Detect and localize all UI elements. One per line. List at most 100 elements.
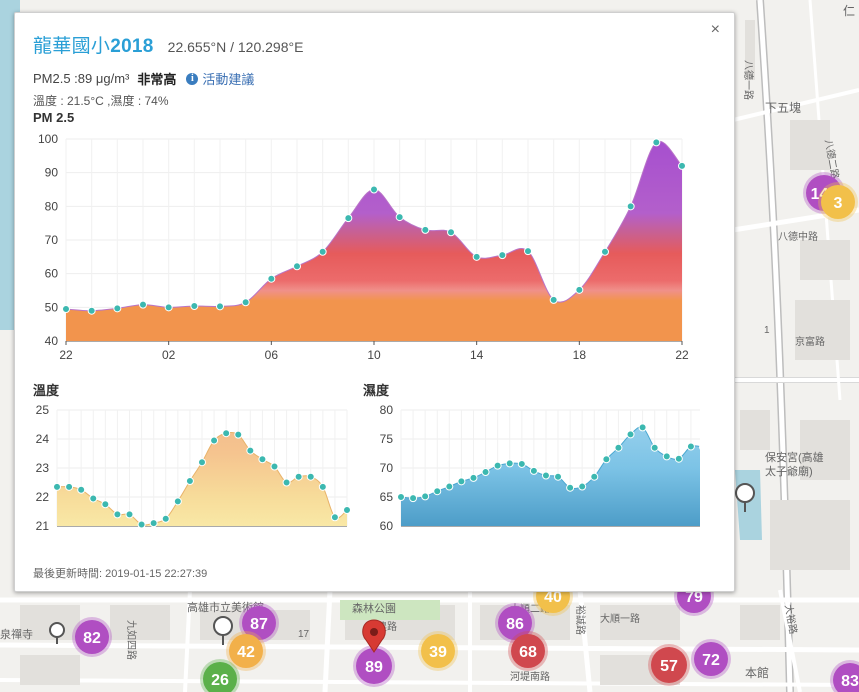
data-point[interactable] (137, 520, 146, 529)
data-point[interactable] (125, 510, 134, 519)
data-point[interactable] (445, 482, 454, 491)
data-point[interactable] (246, 446, 255, 455)
camera-marker-icon[interactable] (213, 616, 233, 645)
data-point[interactable] (409, 494, 418, 503)
data-point[interactable] (549, 295, 558, 304)
data-point[interactable] (626, 202, 635, 211)
data-point[interactable] (149, 519, 158, 528)
camera-marker-icon[interactable] (49, 622, 65, 644)
data-point[interactable] (190, 301, 199, 310)
aqi-cluster-marker[interactable]: 87 (239, 603, 279, 643)
data-point[interactable] (498, 251, 507, 260)
data-point[interactable] (101, 500, 110, 509)
data-point[interactable] (294, 472, 303, 481)
data-point[interactable] (578, 482, 587, 491)
data-point[interactable] (554, 472, 563, 481)
data-point[interactable] (65, 482, 74, 491)
data-point[interactable] (566, 483, 575, 492)
x-tick-label: 10 (367, 348, 381, 362)
data-point[interactable] (216, 302, 224, 311)
aqi-cluster-marker[interactable]: 72 (691, 639, 731, 679)
camera-marker-icon[interactable] (735, 483, 755, 512)
data-point[interactable] (481, 468, 490, 477)
data-point[interactable] (457, 477, 466, 486)
data-point[interactable] (258, 455, 267, 464)
data-point[interactable] (330, 513, 339, 522)
data-point[interactable] (472, 252, 481, 261)
map-label: 保安宮(高雄 (765, 450, 824, 464)
data-point[interactable] (602, 455, 611, 464)
data-point[interactable] (517, 459, 526, 468)
data-point[interactable] (234, 430, 243, 439)
data-point[interactable] (370, 185, 378, 194)
data-point[interactable] (282, 478, 291, 487)
data-point[interactable] (575, 285, 584, 294)
activity-advice-link[interactable]: 活動建議 (202, 72, 255, 87)
aqi-cluster-marker[interactable]: 68 (508, 631, 548, 671)
selected-location-marker-icon[interactable] (362, 619, 386, 653)
data-point[interactable] (306, 472, 315, 481)
data-point[interactable] (210, 436, 219, 445)
data-point[interactable] (674, 454, 683, 463)
data-point[interactable] (185, 477, 194, 486)
aqi-cluster-marker[interactable]: 3 (818, 182, 858, 222)
data-point[interactable] (77, 485, 86, 494)
data-point[interactable] (198, 458, 206, 467)
data-point[interactable] (686, 442, 695, 451)
data-point[interactable] (421, 492, 430, 501)
aqi-cluster-marker[interactable]: 83 (830, 660, 859, 692)
data-point[interactable] (699, 444, 701, 451)
data-point[interactable] (614, 443, 623, 452)
data-point[interactable] (161, 514, 170, 523)
data-point[interactable] (293, 262, 301, 271)
data-point[interactable] (139, 300, 147, 309)
data-point[interactable] (344, 214, 353, 223)
data-point[interactable] (173, 497, 182, 506)
data-point[interactable] (505, 459, 514, 468)
data-point[interactable] (318, 247, 327, 256)
info-icon[interactable]: i (186, 72, 199, 85)
data-point[interactable] (433, 487, 442, 496)
data-point[interactable] (650, 443, 659, 452)
data-point[interactable] (590, 472, 599, 481)
data-point[interactable] (343, 506, 351, 515)
aqi-cluster-marker[interactable]: 26 (200, 659, 240, 692)
aqi-cluster-marker[interactable]: 42 (226, 631, 266, 671)
data-point[interactable] (53, 482, 61, 491)
aqi-cluster-marker[interactable]: 39 (418, 631, 458, 671)
pm-chart: 40 50 60 70 80 90 100 22 02 06 10 14 18 22 (38, 132, 689, 362)
data-point[interactable] (89, 494, 98, 503)
data-point[interactable] (541, 471, 550, 480)
data-point[interactable] (662, 452, 671, 461)
aqi-cluster-marker[interactable]: 57 (648, 644, 690, 686)
data-point[interactable] (421, 225, 430, 234)
data-point[interactable] (395, 213, 404, 222)
data-point[interactable] (652, 138, 661, 147)
data-point[interactable] (678, 161, 686, 170)
data-point[interactable] (113, 510, 122, 519)
data-point[interactable] (529, 466, 538, 475)
data-point[interactable] (524, 247, 532, 256)
data-point[interactable] (222, 429, 231, 438)
data-point[interactable] (638, 423, 647, 432)
data-point[interactable] (626, 430, 635, 439)
data-point[interactable] (270, 462, 279, 471)
data-point[interactable] (318, 482, 327, 491)
data-point[interactable] (469, 473, 478, 482)
station-coordinates: 22.655°N / 120.298°E (167, 39, 304, 55)
map-label: 九如四路 (125, 620, 138, 660)
data-point[interactable] (267, 274, 276, 283)
data-point[interactable] (113, 304, 122, 313)
data-point[interactable] (447, 228, 455, 237)
data-point[interactable] (87, 306, 96, 315)
data-point[interactable] (241, 298, 250, 307)
data-point[interactable] (397, 493, 405, 501)
data-point[interactable] (164, 303, 173, 312)
aqi-cluster-marker[interactable]: 82 (72, 617, 112, 657)
aqi-cluster-marker[interactable]: 89 (353, 645, 395, 687)
data-point[interactable] (62, 305, 70, 314)
data-point[interactable] (601, 247, 609, 256)
data-point[interactable] (493, 461, 502, 470)
aqi-cluster-marker[interactable]: 86 (495, 603, 535, 643)
close-icon[interactable]: × (710, 21, 720, 38)
